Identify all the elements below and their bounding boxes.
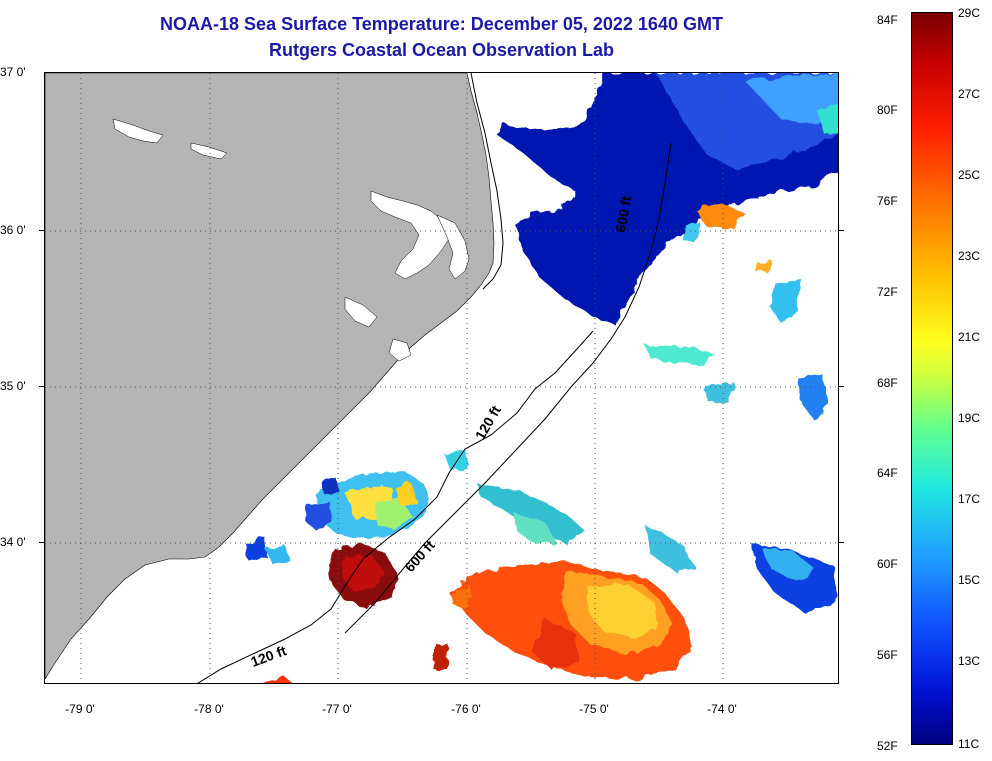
lon-label-75: -75 0' — [564, 702, 624, 716]
lon-label-79: -79 0' — [50, 702, 110, 716]
colorbar-label-68f: 68F — [877, 376, 907, 390]
land-mass — [45, 73, 494, 679]
lat-label-36: 36 0' — [0, 223, 40, 237]
isobath-label-600ft-south: 600 ft — [401, 537, 438, 575]
colorbar-label-60f: 60F — [877, 557, 907, 571]
colorbar-label-17c: 17C — [958, 492, 990, 506]
lon-label-77: -77 0' — [307, 702, 367, 716]
colorbar-label-23c: 23C — [958, 249, 990, 263]
map-subtitle: Rutgers Coastal Ocean Observation Lab — [44, 40, 839, 61]
colorbar-label-72f: 72F — [877, 285, 907, 299]
colorbar-label-25c: 25C — [958, 168, 990, 182]
colorbar-label-76f: 76F — [877, 194, 907, 208]
sst-colorbar — [911, 12, 953, 745]
colorbar-label-21c: 21C — [958, 330, 990, 344]
lat-label-34: 34 0' — [0, 535, 40, 549]
colorbar-label-19c: 19C — [958, 411, 990, 425]
colorbar-label-27c: 27C — [958, 87, 990, 101]
colorbar-label-11c: 11C — [958, 737, 990, 751]
lon-label-78: -78 0' — [179, 702, 239, 716]
map-title: NOAA-18 Sea Surface Temperature: Decembe… — [44, 14, 839, 35]
lat-label-37: 37 0' — [0, 65, 40, 79]
colorbar-label-15c: 15C — [958, 573, 990, 587]
colorbar-label-29c: 29C — [958, 6, 990, 20]
colorbar-label-64f: 64F — [877, 466, 907, 480]
lon-label-74: -74 0' — [692, 702, 752, 716]
colorbar-label-52f: 52F — [877, 739, 907, 753]
lat-label-35: 35 0' — [0, 379, 40, 393]
colorbar-label-84f: 84F — [877, 13, 907, 27]
colorbar-label-56f: 56F — [877, 648, 907, 662]
sst-map: 120 ft 600 ft 120 ft 600 ft — [44, 72, 839, 684]
colorbar-label-80f: 80F — [877, 103, 907, 117]
isobath-label-120ft-north: 120 ft — [472, 403, 504, 443]
lon-label-76: -76 0' — [436, 702, 496, 716]
colorbar-label-13c: 13C — [958, 654, 990, 668]
